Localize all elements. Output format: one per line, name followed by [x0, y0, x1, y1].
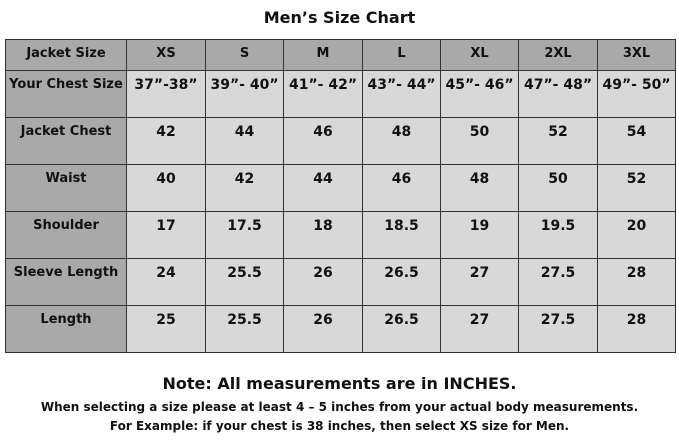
table-cell: 50 — [440, 117, 519, 165]
table-cell: 37”-38” — [126, 70, 206, 118]
table-cell: 28 — [597, 305, 676, 353]
table-cell: 19.5 — [518, 211, 598, 259]
table-cell: 48 — [362, 117, 441, 165]
table-cell: 28 — [597, 258, 676, 306]
table-cell: 19 — [440, 211, 519, 259]
table-cell: 18.5 — [362, 211, 441, 259]
table-row: Length 25 25.5 26 26.5 27 27.5 28 — [5, 305, 676, 353]
row-label: Shoulder — [5, 211, 127, 259]
header-cell: XL — [440, 39, 519, 71]
row-label: Jacket Chest — [5, 117, 127, 165]
table-cell: 17.5 — [205, 211, 284, 259]
header-cell: Jacket Size — [5, 39, 127, 71]
table-cell: 26.5 — [362, 258, 441, 306]
table-cell: 26.5 — [362, 305, 441, 353]
table-cell: 48 — [440, 164, 519, 212]
row-label: Waist — [5, 164, 127, 212]
table-cell: 47”- 48” — [518, 70, 598, 118]
example-text: For Example: if your chest is 38 inches,… — [109, 419, 570, 433]
table-cell: 27.5 — [518, 305, 598, 353]
header-cell: M — [283, 39, 363, 71]
table-cell: 52 — [518, 117, 598, 165]
table-cell: 44 — [283, 164, 363, 212]
table-cell: 25.5 — [205, 305, 284, 353]
table-cell: 42 — [126, 117, 206, 165]
table-cell: 24 — [126, 258, 206, 306]
table-row: Shoulder 17 17.5 18 18.5 19 19.5 20 — [5, 211, 676, 259]
row-label: Length — [5, 305, 127, 353]
row-label: Sleeve Length — [5, 258, 127, 306]
table-row: Waist 40 42 44 46 48 50 52 — [5, 164, 676, 212]
size-chart-table: Jacket Size XS S M L XL 2XL 3XL Your Chest Size 3… — [5, 39, 676, 353]
table-cell: 49”- 50” — [597, 70, 676, 118]
table-cell: 27.5 — [518, 258, 598, 306]
table-cell: 42 — [205, 164, 284, 212]
table-cell: 27 — [440, 305, 519, 353]
table-cell: 27 — [440, 258, 519, 306]
table-cell: 46 — [362, 164, 441, 212]
table-cell: 26 — [283, 305, 363, 353]
header-cell: 2XL — [518, 39, 598, 71]
table-cell: 43”- 44” — [362, 70, 441, 118]
table-cell: 25 — [126, 305, 206, 353]
table-cell: 41”- 42” — [283, 70, 363, 118]
header-cell: 3XL — [597, 39, 676, 71]
row-label: Your Chest Size — [5, 70, 127, 118]
table-cell: 18 — [283, 211, 363, 259]
table-cell: 25.5 — [205, 258, 284, 306]
instruction-text: When selecting a size please at least 4 … — [40, 400, 639, 414]
table-cell: 44 — [205, 117, 284, 165]
table-cell: 39”- 40” — [205, 70, 284, 118]
table-cell: 26 — [283, 258, 363, 306]
table-cell: 50 — [518, 164, 598, 212]
table-cell: 46 — [283, 117, 363, 165]
page-title: Men’s Size Chart — [263, 8, 416, 27]
table-cell: 52 — [597, 164, 676, 212]
table-row: Your Chest Size 37”-38” 39”- 40” 41”- 42” 43… — [5, 70, 676, 118]
table-cell: 54 — [597, 117, 676, 165]
table-cell: 17 — [126, 211, 206, 259]
table-cell: 20 — [597, 211, 676, 259]
table-cell: 40 — [126, 164, 206, 212]
table-row: Sleeve Length 24 25.5 26 26.5 27 27.5 28 — [5, 258, 676, 306]
table-row: Jacket Chest 42 44 46 48 50 52 54 — [5, 117, 676, 165]
table-cell: 45”- 46” — [440, 70, 519, 118]
header-cell: S — [205, 39, 284, 71]
header-row: Jacket Size XS S M L XL 2XL 3XL — [5, 39, 676, 71]
header-cell: L — [362, 39, 441, 71]
header-cell: XS — [126, 39, 206, 71]
measurement-note: Note: All measurements are in INCHES. — [162, 374, 517, 393]
